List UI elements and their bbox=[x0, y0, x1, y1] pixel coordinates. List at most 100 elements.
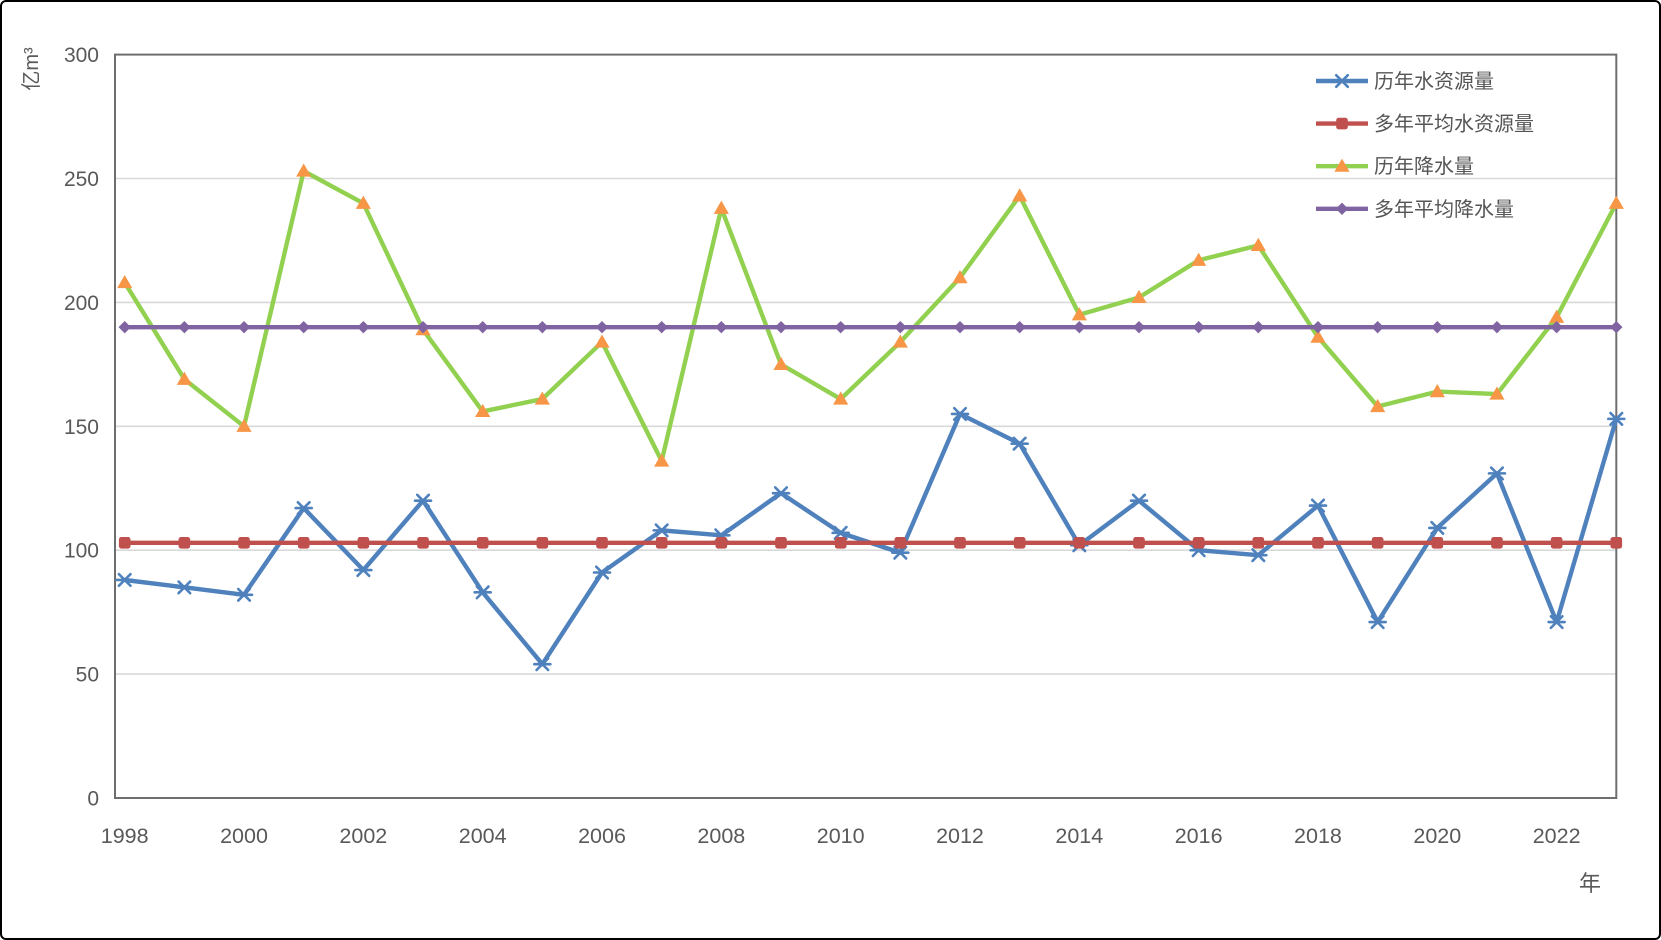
marker-diamond bbox=[1013, 320, 1026, 334]
marker-square bbox=[1133, 536, 1145, 549]
gridlines bbox=[115, 177, 1617, 675]
marker-diamond bbox=[536, 320, 549, 334]
marker-square bbox=[417, 536, 429, 549]
marker-square bbox=[1336, 117, 1348, 130]
marker-square bbox=[1312, 536, 1324, 549]
marker-triangle bbox=[117, 274, 133, 289]
marker-diamond bbox=[715, 320, 728, 334]
marker-triangle bbox=[1250, 237, 1266, 252]
y-tick-label: 300 bbox=[64, 44, 99, 67]
marker-asterisk bbox=[354, 562, 373, 578]
series-1 bbox=[115, 406, 1626, 672]
marker-asterisk bbox=[831, 525, 850, 540]
legend-label: 多年平均降水量 bbox=[1374, 198, 1514, 221]
marker-triangle bbox=[1012, 188, 1028, 202]
marker-square bbox=[297, 536, 310, 549]
marker-asterisk bbox=[175, 580, 194, 595]
marker-square bbox=[178, 536, 191, 549]
marker-square bbox=[476, 536, 489, 549]
marker-square bbox=[1371, 536, 1384, 549]
series-markers-1 bbox=[115, 406, 1626, 672]
marker-diamond bbox=[357, 320, 370, 334]
legend-entry-3: 历年降水量 bbox=[1316, 155, 1474, 178]
marker-diamond bbox=[297, 320, 310, 334]
marker-diamond bbox=[1311, 320, 1325, 334]
marker-asterisk bbox=[1010, 436, 1029, 451]
marker-diamond bbox=[655, 320, 668, 334]
series-4 bbox=[118, 320, 1623, 334]
marker-triangle bbox=[355, 195, 371, 209]
legend-entry-2: 多年平均水资源量 bbox=[1316, 113, 1534, 136]
y-tick-label: 100 bbox=[64, 540, 99, 563]
marker-diamond bbox=[178, 320, 191, 334]
marker-asterisk bbox=[1607, 411, 1626, 426]
series-line-1 bbox=[122, 411, 1619, 667]
marker-diamond bbox=[476, 320, 489, 334]
series-markers-2 bbox=[118, 536, 1623, 549]
series-line-3 bbox=[122, 168, 1619, 464]
marker-triangle bbox=[1549, 309, 1565, 323]
marker-triangle bbox=[1429, 384, 1445, 398]
x-tick-label: 2020 bbox=[1413, 824, 1461, 848]
marker-diamond bbox=[1132, 320, 1146, 334]
marker-asterisk bbox=[771, 486, 791, 501]
marker-asterisk bbox=[891, 545, 910, 560]
marker-asterisk bbox=[652, 523, 671, 538]
marker-triangle bbox=[176, 371, 192, 385]
marker-diamond bbox=[237, 320, 251, 334]
legend-label: 历年降水量 bbox=[1374, 155, 1474, 178]
marker-square bbox=[1073, 536, 1086, 549]
marker-triangle bbox=[1334, 158, 1350, 172]
marker-square bbox=[1610, 536, 1623, 549]
marker-triangle bbox=[594, 334, 610, 348]
marker-square bbox=[715, 536, 728, 549]
y-tick-label: 150 bbox=[64, 416, 99, 439]
marker-square bbox=[357, 536, 370, 549]
marker-asterisk bbox=[294, 500, 313, 516]
marker-square bbox=[1550, 536, 1563, 549]
marker-diamond bbox=[894, 320, 907, 334]
marker-square bbox=[775, 536, 787, 549]
series-markers-4 bbox=[118, 320, 1623, 334]
marker-square bbox=[118, 536, 131, 549]
marker-diamond bbox=[1610, 320, 1623, 334]
marker-diamond bbox=[1335, 202, 1349, 215]
marker-square bbox=[954, 536, 966, 549]
marker-square bbox=[536, 536, 549, 549]
legend-label: 历年水资源量 bbox=[1374, 70, 1494, 93]
marker-diamond bbox=[1252, 320, 1265, 334]
marker-triangle bbox=[1370, 398, 1386, 413]
marker-triangle bbox=[296, 163, 312, 177]
x-tick-label: 2018 bbox=[1294, 824, 1342, 848]
x-tick-label: 2022 bbox=[1533, 824, 1581, 848]
marker-square bbox=[1252, 536, 1265, 549]
marker-asterisk bbox=[1308, 498, 1328, 513]
marker-triangle bbox=[1310, 329, 1326, 343]
marker-diamond bbox=[953, 320, 967, 334]
series-2 bbox=[118, 536, 1623, 549]
x-tick-label: 2010 bbox=[817, 824, 865, 848]
marker-asterisk bbox=[115, 572, 134, 588]
marker-diamond bbox=[1490, 320, 1504, 334]
marker-triangle bbox=[1608, 195, 1624, 209]
marker-asterisk bbox=[1547, 614, 1566, 630]
legend-label: 多年平均水资源量 bbox=[1374, 113, 1534, 136]
marker-diamond bbox=[416, 320, 430, 334]
marker-asterisk bbox=[1249, 548, 1268, 563]
marker-diamond bbox=[834, 320, 847, 334]
marker-square bbox=[1491, 536, 1503, 549]
marker-asterisk bbox=[1129, 493, 1149, 508]
series-markers-3 bbox=[117, 163, 1624, 467]
marker-asterisk bbox=[950, 406, 970, 422]
marker-triangle bbox=[952, 270, 968, 284]
marker-triangle bbox=[534, 391, 550, 405]
marker-asterisk bbox=[1487, 466, 1507, 481]
marker-triangle bbox=[892, 334, 908, 348]
series-3 bbox=[117, 163, 1624, 467]
legend-entry-4: 多年平均降水量 bbox=[1316, 198, 1514, 221]
marker-square bbox=[1431, 536, 1444, 549]
marker-triangle bbox=[236, 418, 252, 432]
marker-triangle bbox=[1489, 386, 1505, 400]
